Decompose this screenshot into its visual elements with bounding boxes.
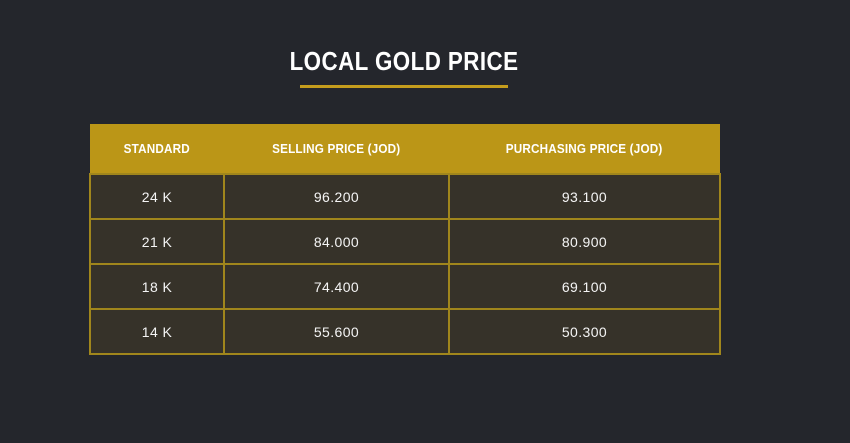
standard-cell: 14 K [89,308,225,355]
header-label-standard: STANDARD [123,141,191,156]
table-row-24k: 24 K 96.200 93.100 [89,173,721,220]
title-underline [300,85,508,88]
header-cell-standard: STANDARD [90,124,224,174]
standard-cell: 21 K [89,218,225,265]
gold-price-table: STANDARD SELLING PRICE (JOD) PURCHASING … [89,124,721,355]
selling-price-cell: 96.200 [223,173,450,220]
standard-cell: 24 K [89,173,225,220]
selling-price-cell: 84.000 [223,218,450,265]
header-cell-purchasing-price: PURCHASING PRICE (JOD) [449,124,720,174]
table-row-21k: 21 K 84.000 80.900 [89,218,721,265]
header-cell-selling-price: SELLING PRICE (JOD) [224,124,449,174]
table-row-18k: 18 K 74.400 69.100 [89,263,721,310]
table-row-14k: 14 K 55.600 50.300 [89,308,721,355]
purchasing-price-cell: 50.300 [448,308,721,355]
header-label-purchasing-price: PURCHASING PRICE (JOD) [506,141,663,156]
content-container: LOCAL GOLD PRICE STANDARD SELLING PRICE … [89,0,721,355]
purchasing-price-cell: 93.100 [448,173,721,220]
table-header-row: STANDARD SELLING PRICE (JOD) PURCHASING … [90,124,720,174]
purchasing-price-cell: 80.900 [448,218,721,265]
page-title: LOCAL GOLD PRICE [289,46,519,76]
selling-price-cell: 55.600 [223,308,450,355]
standard-cell: 18 K [89,263,225,310]
purchasing-price-cell: 69.100 [448,263,721,310]
header-label-selling-price: SELLING PRICE (JOD) [272,141,401,156]
selling-price-cell: 74.400 [223,263,450,310]
